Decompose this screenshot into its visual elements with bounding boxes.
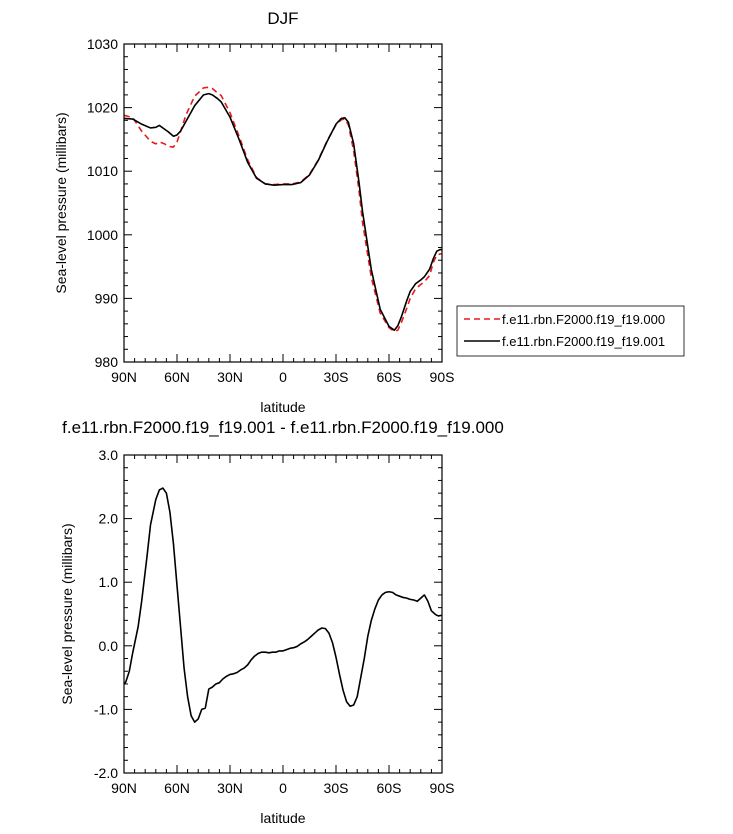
top-chart-x-tick-label: 30S bbox=[324, 369, 349, 385]
top-chart-y-tick-label: 1020 bbox=[87, 100, 118, 116]
top-chart-xlabel: latitude bbox=[260, 399, 305, 415]
bottom-chart-plot-frame bbox=[123, 454, 443, 774]
bottom-chart-y-tick-label: 0.0 bbox=[99, 638, 119, 654]
bottom-chart-series bbox=[123, 487, 443, 723]
bottom-chart-y-tick-label: 3.0 bbox=[99, 447, 119, 463]
top-chart-y-tick-label: 1000 bbox=[87, 227, 118, 243]
top-chart-x-tick-label: 90N bbox=[111, 369, 137, 385]
top-chart-x-tick-label: 0 bbox=[279, 369, 287, 385]
top-chart-x-tick-label: 60S bbox=[377, 369, 402, 385]
top-chart-y-tick-label: 980 bbox=[95, 354, 119, 370]
bottom-chart-x-tick-label: 90N bbox=[111, 780, 137, 796]
top-chart-x-tick-label: 30N bbox=[217, 369, 243, 385]
top-chart-series-line-1 bbox=[123, 92, 443, 332]
top-chart-title: DJF bbox=[267, 9, 298, 28]
top-chart-y-tick-label: 1010 bbox=[87, 163, 118, 179]
top-chart-series-line-0 bbox=[123, 86, 442, 333]
bottom-chart-y-tick-label: 1.0 bbox=[99, 574, 119, 590]
top-chart-ylabel: Sea-level pressure (millibars) bbox=[53, 112, 69, 293]
top-chart-tick-labels: 90N 60N 30N 0 30S 60S 90S 980 990 1000 1010 1020 103… bbox=[87, 36, 455, 385]
bottom-chart-x-tick-label: 0 bbox=[279, 780, 287, 796]
top-chart: DJF 90N 60N 30N 0 30S 60S 90S 980 990 1000 1010 102… bbox=[53, 9, 685, 415]
top-chart-plot-frame bbox=[123, 43, 443, 363]
bottom-chart-tick-labels: 90N 60N 30N 0 30S 60S 90S -2.0 -1.0 0.0 1.0 2.0 3.0 bbox=[94, 447, 455, 796]
top-chart-legend: f.e11.rbn.F2000.f19_f19.000 f.e11.rbn.F2… bbox=[456, 305, 685, 357]
bottom-chart-xlabel: latitude bbox=[260, 810, 305, 826]
bottom-chart-ticks bbox=[123, 454, 443, 774]
legend-box bbox=[456, 305, 685, 357]
bottom-chart-y-tick-label: -1.0 bbox=[94, 701, 118, 717]
bottom-chart-title: f.e11.rbn.F2000.f19_f19.001 - f.e11.rbn.… bbox=[62, 418, 504, 437]
bottom-chart-x-tick-label: 60N bbox=[164, 780, 190, 796]
top-chart-x-tick-label: 90S bbox=[430, 369, 455, 385]
bottom-chart-x-tick-label: 90S bbox=[430, 780, 455, 796]
bottom-chart-ylabel: Sea-level pressure (millibars) bbox=[59, 523, 75, 704]
bottom-chart-x-tick-label: 60S bbox=[377, 780, 402, 796]
legend-label-series-0: f.e11.rbn.F2000.f19_f19.000 bbox=[502, 312, 665, 327]
bottom-chart-y-tick-label: 2.0 bbox=[99, 511, 119, 527]
top-chart-series bbox=[123, 86, 443, 333]
bottom-chart: f.e11.rbn.F2000.f19_f19.001 - f.e11.rbn.… bbox=[59, 418, 504, 826]
top-chart-y-tick-label: 1030 bbox=[87, 36, 118, 52]
bottom-chart-x-tick-label: 30N bbox=[217, 780, 243, 796]
top-chart-y-tick-label: 990 bbox=[95, 290, 119, 306]
top-chart-ticks bbox=[123, 43, 443, 363]
bottom-chart-y-tick-label: -2.0 bbox=[94, 765, 118, 781]
top-chart-x-tick-label: 60N bbox=[164, 369, 190, 385]
bottom-chart-x-tick-label: 30S bbox=[324, 780, 349, 796]
bottom-chart-series-line-0 bbox=[123, 487, 443, 723]
legend-label-series-1: f.e11.rbn.F2000.f19_f19.001 bbox=[502, 334, 665, 349]
